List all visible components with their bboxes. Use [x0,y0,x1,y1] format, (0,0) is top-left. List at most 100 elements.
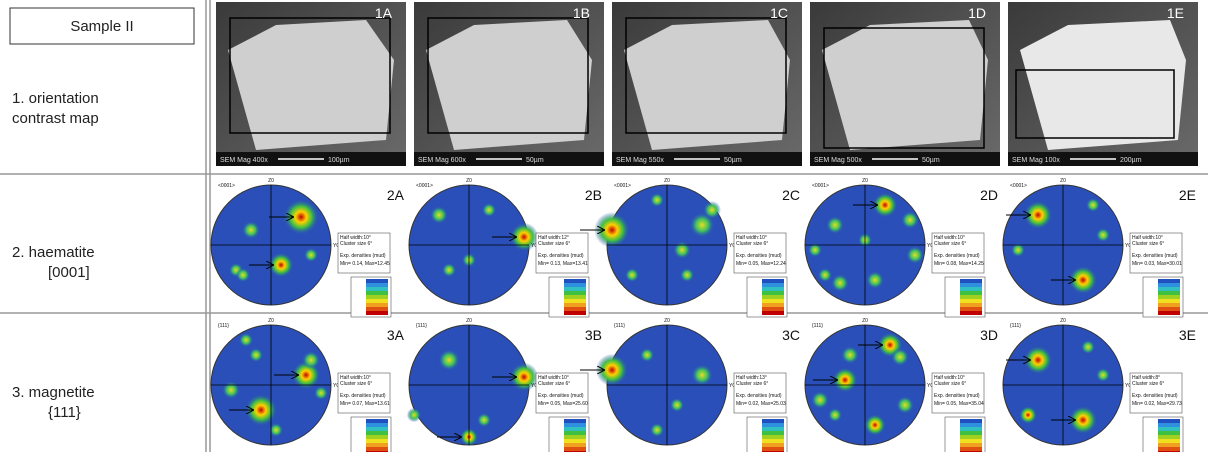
legend-swatch [762,447,784,451]
legend-swatch [564,283,586,287]
legend-swatch [1158,287,1180,291]
legend-swatch [960,419,982,423]
info-line: Cluster size 6° [934,381,966,387]
legend-swatch [366,279,388,283]
legend-swatch [564,295,586,299]
scale-text: 50µm [724,157,742,164]
density-spot [242,221,260,239]
axis-top: Z0 [1060,318,1066,324]
scale-text: 100µm [328,157,350,164]
legend-swatch [564,299,586,303]
legend-swatch [762,303,784,307]
legend-swatch [960,279,982,283]
legend-swatch [366,303,388,307]
scale-text: 50µm [922,157,940,164]
legend-swatch [564,431,586,435]
legend-swatch [564,291,586,295]
direction: {111} [812,323,823,329]
row-label: contrast map [12,110,99,127]
legend-swatch [762,431,784,435]
axis-top: Z0 [664,178,670,184]
axis-top: Z0 [862,318,868,324]
legend-swatch [366,307,388,311]
info-line: Exp. densities (mud) [340,393,386,399]
info-line: Min= 0.14, Max=12.45 [340,261,390,267]
legend-swatch [960,439,982,443]
info-line: Exp. densities (mud) [340,253,386,259]
direction: <0001> [812,183,829,189]
density-spot [430,206,448,224]
legend-swatch [960,295,982,299]
direction: {111} [218,323,229,329]
panel-id: 3A [387,327,405,343]
density-spot [828,408,842,422]
legend-swatch [564,423,586,427]
legend-swatch [960,291,982,295]
info-line: Cluster size 6° [340,381,372,387]
info-line: Min= 0.05, Max=35.04 [934,401,984,407]
density-spot [314,386,328,400]
legend-swatch [960,435,982,439]
legend-swatch [960,283,982,287]
axis-top: Z0 [466,318,472,324]
legend-swatch [762,423,784,427]
legend-swatch [564,419,586,423]
legend-swatch [960,447,982,451]
legend-swatch [762,283,784,287]
legend-swatch [762,295,784,299]
legend-swatch [366,283,388,287]
info-line: Exp. densities (mud) [736,253,782,259]
legend-swatch [564,279,586,283]
legend-swatch [762,279,784,283]
panel-id: 2C [782,187,800,203]
legend-swatch [1158,431,1180,435]
legend-swatch [1158,447,1180,451]
sample-label: Sample II [70,18,133,35]
density-spot [1019,406,1037,424]
density-spot [407,408,421,422]
legend-swatch [762,307,784,311]
density-spot [680,268,694,282]
panel-id: 1E [1167,5,1184,21]
density-spot [304,248,318,262]
legend-swatch [366,435,388,439]
info-line: Min= 0.05, Max=12.24 [736,261,786,267]
legend-swatch [1158,295,1180,299]
legend-swatch [762,439,784,443]
info-line: Min= 0.07, Max=13.61 [340,401,390,407]
legend-swatch [366,431,388,435]
direction: <0001> [614,183,631,189]
density-spot [650,193,664,207]
legend-swatch [960,431,982,435]
sem-caption: SEM Mag 500x [814,157,862,164]
info-line: Min= 0.03, Max=30.01 [1132,261,1182,267]
scale-text: 200µm [1120,157,1142,164]
legend-swatch [564,435,586,439]
direction: <0001> [218,183,235,189]
info-line: Cluster size 6° [736,381,768,387]
legend-swatch [366,419,388,423]
legend-swatch [1158,439,1180,443]
sem-caption: SEM Mag 100x [1012,157,1060,164]
row-label: [0001] [48,264,90,281]
grain [822,20,988,150]
legend-swatch [1158,311,1180,315]
legend-swatch [564,307,586,311]
panel-id: 1D [968,5,986,21]
info-line: Exp. densities (mud) [538,253,584,259]
legend-swatch [564,439,586,443]
sem-caption: SEM Mag 550x [616,157,664,164]
density-spot [866,271,884,289]
legend-swatch [366,311,388,315]
panel-id: 1B [573,5,590,21]
legend-swatch [366,439,388,443]
density-spot [302,351,320,369]
density-spot [236,268,250,282]
legend-swatch [762,299,784,303]
legend-swatch [1158,427,1180,431]
legend-swatch [366,427,388,431]
density-spot [1086,198,1100,212]
density-spot [1096,368,1110,382]
legend-swatch [960,303,982,307]
legend-swatch [366,423,388,427]
